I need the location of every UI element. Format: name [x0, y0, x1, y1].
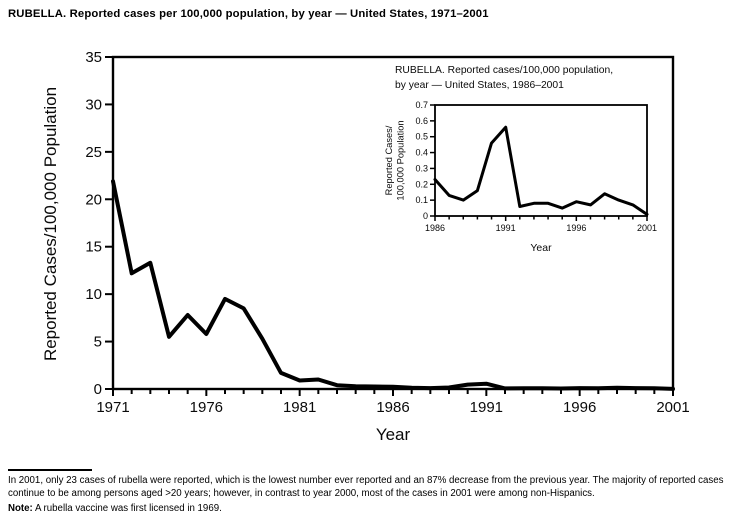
chart-canvas: 0 5 10 15 20 25 30 35 1971 1976 1981 1986 1991 1996 20… [41, 49, 690, 444]
inset-title-line: by year — United States, 1986–2001 [395, 80, 564, 91]
figure-title: RUBELLA. Reported cases per 100,000 popu… [8, 8, 489, 20]
main-y-tick-label: 0 [94, 381, 102, 398]
main-x-tick-label: 1986 [376, 399, 409, 416]
main-y-tick-label: 5 [94, 334, 102, 351]
main-series-line [111, 179, 675, 391]
main-y-tick-label: 15 [85, 239, 102, 256]
inset-x-tick-label: 1996 [566, 223, 586, 233]
main-x-tick-label: 1971 [96, 399, 129, 416]
main-chart: 0 5 10 15 20 25 30 35 1971 1976 1981 1986 1991 1996 20… [41, 49, 690, 444]
footnote-text: In 2001, only 23 cases of rubella were r… [8, 475, 724, 499]
inset-x-tick-label: 2001 [637, 223, 657, 233]
main-y-tick-label: 10 [85, 286, 102, 303]
note-line: Note: A rubella vaccine was first licens… [8, 502, 222, 515]
inset-y-tick-label: 0.4 [415, 148, 428, 158]
inset-chart: 0 0.1 0.2 0.3 0.4 0.5 0.6 0.7 1986 1991 1996 2001 Re… [384, 65, 657, 254]
note-text: A rubella vaccine was first licensed in … [34, 503, 222, 514]
inset-plot-frame [434, 104, 648, 217]
inset-y-tick-label: 0.2 [415, 179, 428, 189]
footnote-divider [8, 469, 92, 471]
inset-x-tick-label: 1986 [425, 223, 445, 233]
main-x-tick-label: 1996 [563, 399, 596, 416]
inset-x-tick-label: 1991 [496, 223, 516, 233]
inset-y-tick-label: 0 [423, 211, 428, 221]
inset-y-tick-label: 0.1 [415, 195, 428, 205]
inset-title-line: RUBELLA. Reported cases/100,000 populati… [395, 65, 613, 76]
inset-y-axis-title-line: Reported Cases/ [384, 125, 394, 195]
main-x-tick-label: 2001 [656, 399, 689, 416]
inset-y-tick-label: 0.7 [415, 100, 428, 110]
main-x-tick-label: 1991 [470, 399, 503, 416]
inset-x-axis-title: Year [530, 242, 552, 254]
main-y-tick-label: 20 [85, 191, 102, 208]
inset-y-tick-label: 0.5 [415, 132, 428, 142]
main-y-tick-label: 30 [85, 96, 102, 113]
main-y-tick-label: 25 [85, 144, 102, 161]
inset-y-tick-label: 0.6 [415, 116, 428, 126]
main-y-axis-title: Reported Cases/100,000 Population [41, 87, 60, 361]
note-label: Note: [8, 503, 33, 514]
inset-series-line [433, 125, 649, 216]
main-y-tick-label: 35 [85, 49, 102, 66]
main-x-tick-label: 1976 [190, 399, 223, 416]
main-x-axis-title: Year [376, 425, 411, 444]
main-plot-frame [111, 55, 675, 391]
inset-y-axis-title-line: 100,000 Population [396, 120, 406, 200]
inset-y-tick-label: 0.3 [415, 163, 428, 173]
main-x-tick-label: 1981 [283, 399, 316, 416]
